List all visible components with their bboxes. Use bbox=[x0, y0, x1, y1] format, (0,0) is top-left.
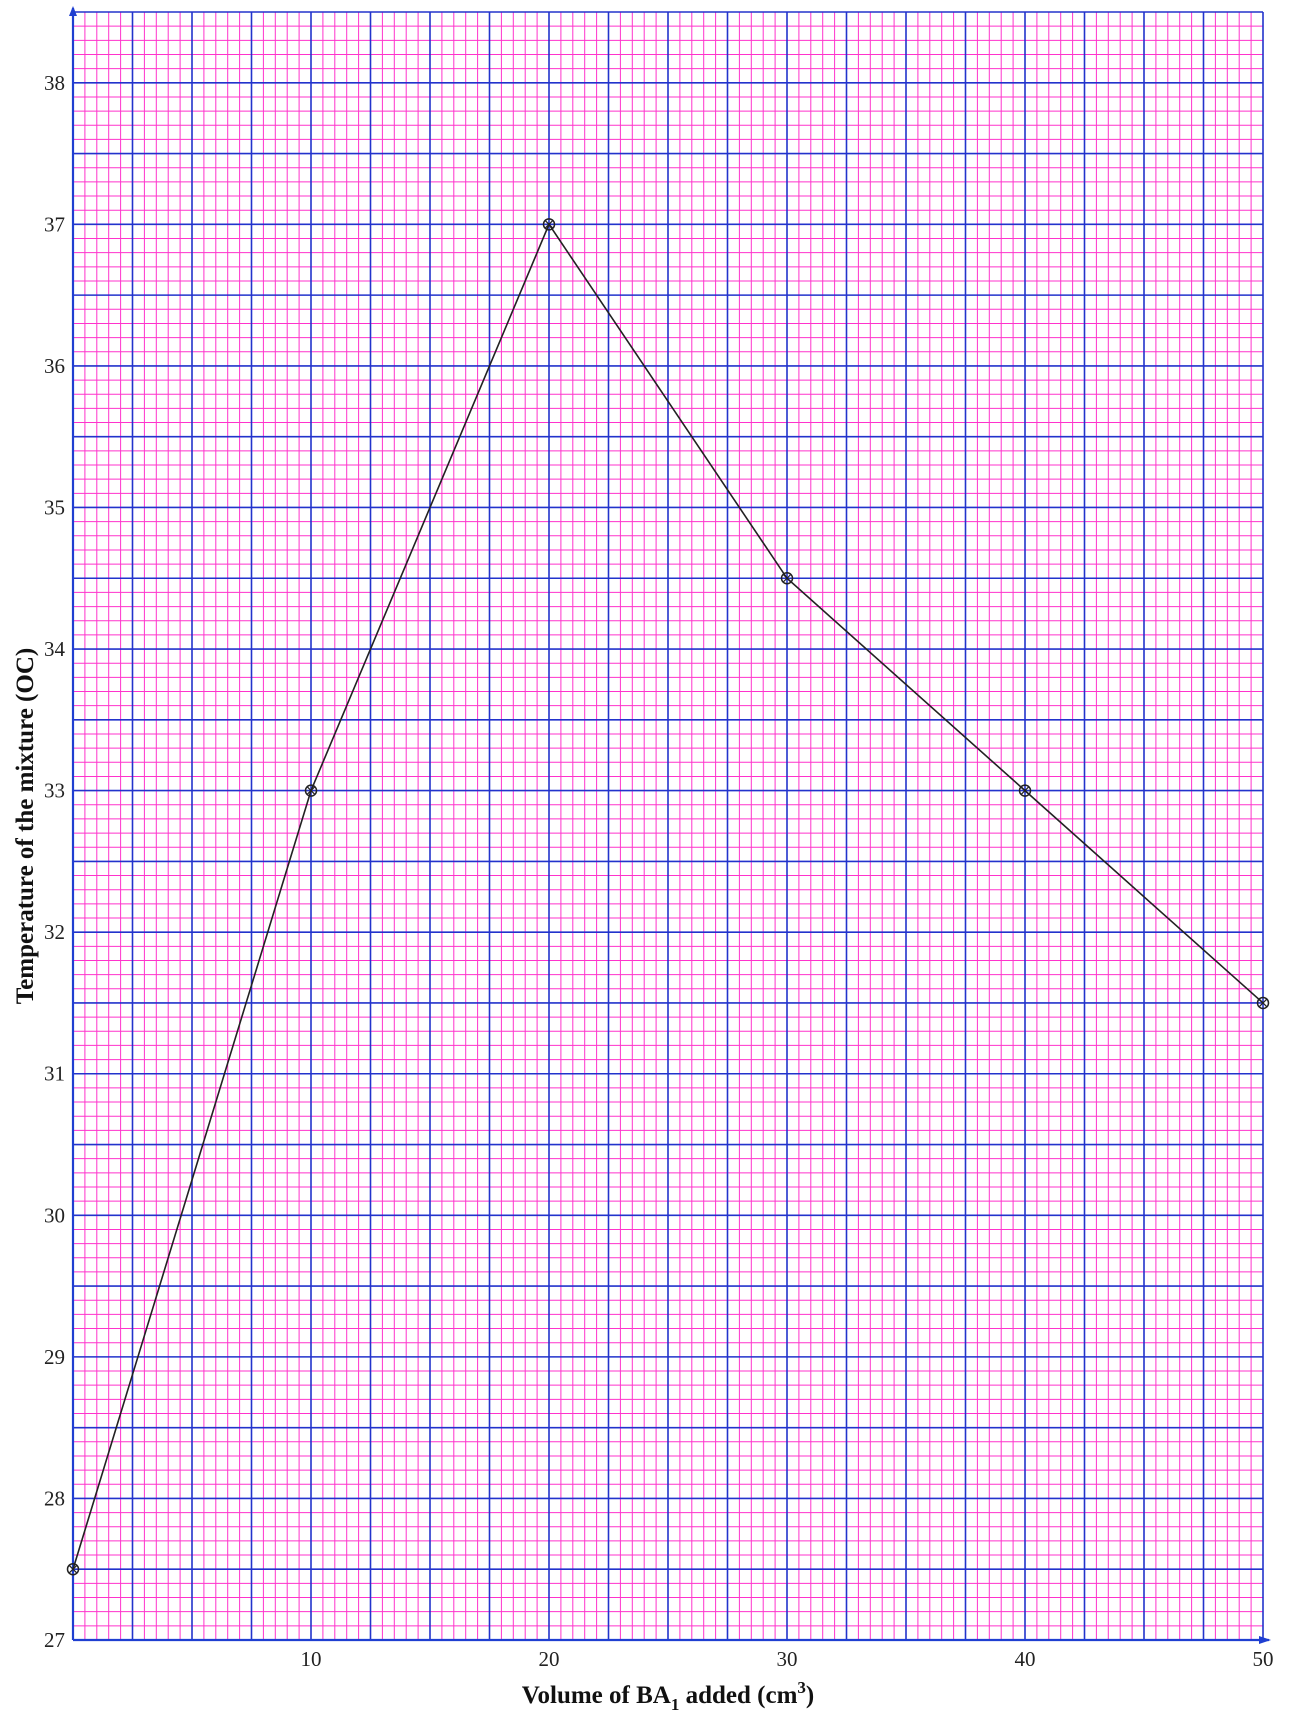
y-tick-label: 33 bbox=[44, 779, 65, 803]
data-point-cross bbox=[307, 786, 315, 795]
data-point bbox=[304, 784, 318, 797]
data-point bbox=[780, 572, 794, 585]
x-axis-arrow bbox=[1259, 1636, 1271, 1644]
y-tick-label: 37 bbox=[44, 212, 65, 236]
major-grid bbox=[72, 11, 1264, 1641]
x-tick-label: 20 bbox=[539, 1647, 560, 1671]
x-tick-label: 10 bbox=[301, 1647, 322, 1671]
axes bbox=[69, 6, 1271, 1644]
y-tick-label: 36 bbox=[44, 354, 65, 378]
y-tick-label: 35 bbox=[44, 495, 65, 519]
x-axis-title-close: ) bbox=[806, 1682, 814, 1709]
y-tick-label: 30 bbox=[44, 1203, 65, 1227]
data-point bbox=[1018, 784, 1032, 797]
x-tick-label: 30 bbox=[777, 1647, 798, 1671]
data-point bbox=[542, 218, 556, 231]
tick-labels: 27 28 29 30 31 32 33 34 35 36 37 38 10 20 30 40 50 bbox=[44, 71, 1274, 1671]
data-point-cross bbox=[783, 574, 791, 583]
y-tick-label: 28 bbox=[44, 1486, 65, 1510]
x-tick-label: 40 bbox=[1015, 1647, 1036, 1671]
data-point-cross bbox=[1259, 999, 1267, 1007]
y-tick-label: 31 bbox=[44, 1062, 65, 1086]
y-tick-label: 38 bbox=[44, 71, 65, 95]
data-point bbox=[1256, 996, 1270, 1010]
x-axis-title-superscript: 3 bbox=[797, 1678, 806, 1697]
data-point-cross bbox=[1021, 786, 1029, 795]
series-line bbox=[72, 222, 1264, 1570]
y-axis-arrow bbox=[69, 6, 77, 16]
y-tick-label: 29 bbox=[44, 1345, 65, 1369]
x-axis-title: Volume of BA1 added (cm3) bbox=[522, 1678, 814, 1713]
data-point-cross bbox=[545, 220, 553, 229]
data-point bbox=[66, 1562, 80, 1576]
data-point-cross bbox=[69, 1565, 77, 1574]
y-tick-label: 32 bbox=[44, 920, 65, 944]
x-axis-title-main: Volume of BA bbox=[522, 1682, 671, 1709]
x-axis-title-subscript: 1 bbox=[671, 1695, 680, 1713]
x-axis-title-tail: added (cm bbox=[679, 1682, 797, 1709]
y-tick-label: 27 bbox=[44, 1628, 65, 1652]
x-tick-label: 50 bbox=[1253, 1647, 1274, 1671]
series-layer bbox=[66, 218, 1270, 1576]
y-axis-title: Temperature of the mixture (OC) bbox=[12, 648, 39, 1004]
y-tick-label: 34 bbox=[44, 637, 66, 661]
